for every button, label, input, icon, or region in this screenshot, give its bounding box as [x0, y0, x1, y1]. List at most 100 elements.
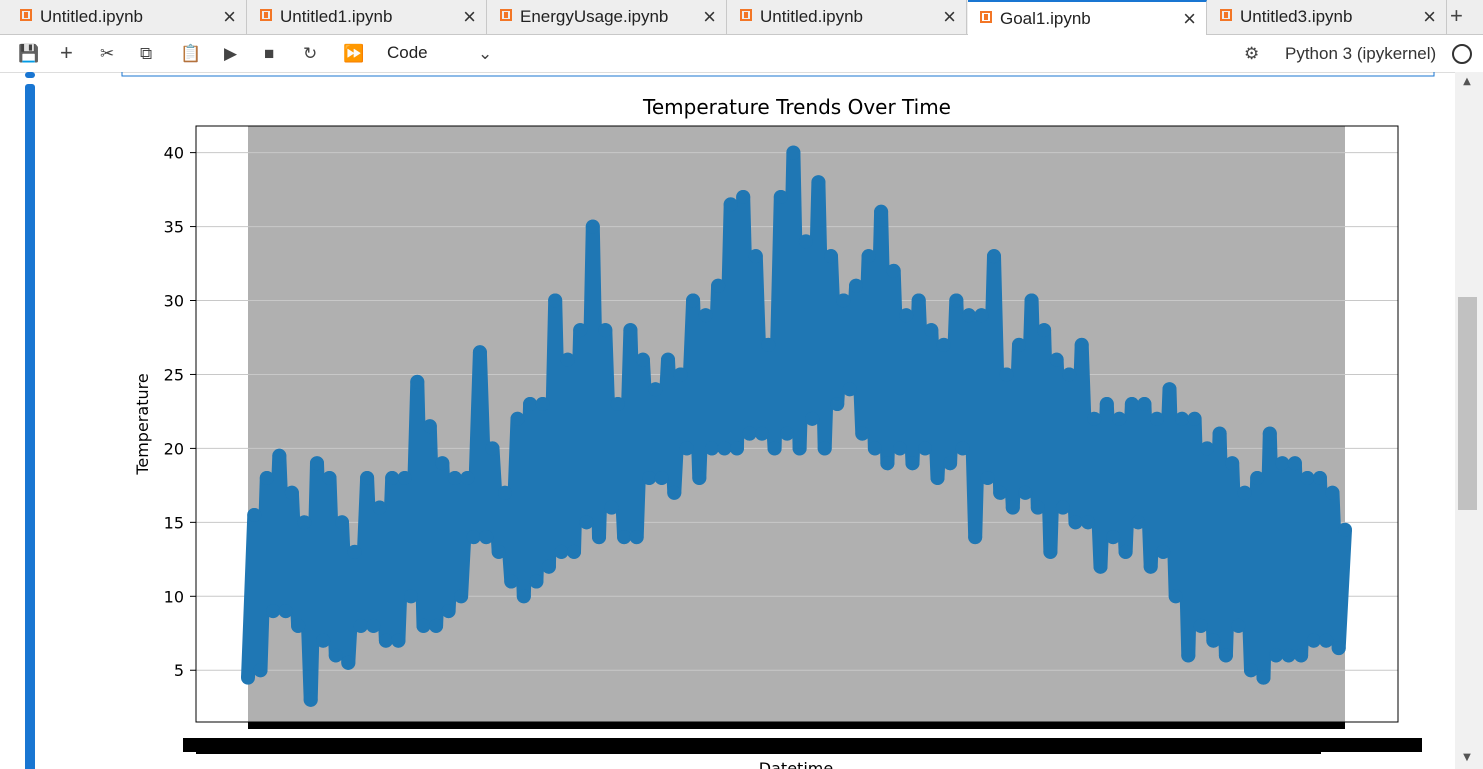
notebook-icon [20, 9, 32, 21]
data-point [1225, 456, 1240, 471]
close-tab[interactable]: × [1183, 6, 1196, 31]
data-point [849, 278, 864, 293]
scrollbar-thumb[interactable] [1458, 297, 1477, 510]
cut-button[interactable]: ✂ [100, 44, 115, 63]
data-point [755, 426, 770, 441]
data-point [1112, 411, 1127, 426]
data-point [736, 189, 751, 204]
data-point [1275, 456, 1290, 471]
data-point [341, 655, 356, 670]
data-point [1312, 470, 1327, 485]
data-point [291, 618, 306, 633]
data-point [529, 574, 544, 589]
close-tab[interactable]: × [223, 4, 236, 29]
copy-button[interactable]: ⧉ [140, 44, 153, 63]
data-point [297, 515, 312, 530]
data-point [1231, 618, 1246, 633]
data-point [861, 249, 876, 264]
data-point [1243, 663, 1258, 678]
data-point [1068, 515, 1083, 530]
insert-button[interactable]: + [60, 40, 73, 65]
close-tab[interactable]: × [703, 4, 716, 29]
data-point [604, 500, 619, 515]
data-point [911, 293, 926, 308]
paste-button[interactable]: 📋 [180, 44, 202, 63]
data-point [642, 470, 657, 485]
data-point [974, 308, 989, 323]
data-point [366, 618, 381, 633]
data-point [1093, 559, 1108, 574]
data-point [811, 175, 826, 190]
run-all-button[interactable]: ⏩ [343, 44, 365, 63]
data-point [717, 441, 732, 456]
data-point [460, 470, 475, 485]
data-point [598, 323, 613, 338]
cell-bar[interactable] [25, 72, 35, 78]
kernel-name[interactable]: Python 3 (ipykernel) [1285, 44, 1437, 63]
stop-button[interactable]: ■ [264, 44, 275, 63]
run-button[interactable]: ▶ [224, 44, 238, 63]
data-point [892, 441, 907, 456]
y-tick-label: 15 [164, 513, 184, 532]
data-point [1005, 500, 1020, 515]
data-point [1131, 515, 1146, 530]
data-point [441, 604, 456, 619]
data-point [1206, 633, 1221, 648]
data-point [278, 604, 293, 619]
data-point [259, 470, 274, 485]
data-point [1300, 470, 1315, 485]
data-point [704, 441, 719, 456]
close-tab[interactable]: × [1423, 4, 1436, 29]
data-point [943, 456, 958, 471]
data-point [686, 293, 701, 308]
data-point [773, 189, 788, 204]
data-point [830, 397, 845, 412]
data-point [993, 485, 1008, 500]
restart-button[interactable]: ↻ [303, 44, 318, 63]
data-point [1043, 544, 1058, 559]
cell-type-select[interactable]: Code [387, 43, 428, 62]
data-point [592, 530, 607, 545]
tab[interactable]: Untitled.ipynb × [8, 0, 247, 34]
data-point [1218, 648, 1233, 663]
data-point [617, 530, 632, 545]
data-point [986, 249, 1001, 264]
data-point [1037, 323, 1052, 338]
tab-label: Untitled.ipynb [40, 7, 144, 26]
data-point [472, 345, 487, 360]
new-tab[interactable]: + [1450, 3, 1463, 28]
data-point [679, 441, 694, 456]
cell-bar[interactable] [25, 84, 35, 769]
data-point [523, 397, 538, 412]
data-point [585, 219, 600, 234]
tab[interactable]: Untitled3.ipynb × [1208, 0, 1447, 34]
data-point [1175, 411, 1190, 426]
data-point [930, 470, 945, 485]
tab-label: Untitled.ipynb [760, 7, 864, 26]
x-tick-marks [248, 722, 1345, 729]
tab[interactable]: Untitled.ipynb × [728, 0, 967, 34]
notebook-icon [980, 11, 992, 23]
data-point [253, 663, 268, 678]
tab[interactable]: Untitled1.ipynb × [248, 0, 487, 34]
data-point [1012, 337, 1027, 352]
data-point [1062, 367, 1077, 382]
data-point [673, 367, 688, 382]
dropdown-arrow[interactable]: ⌄ [478, 44, 493, 63]
tab[interactable]: Goal1.ipynb × [968, 0, 1207, 35]
data-point [1118, 544, 1133, 559]
data-point [761, 337, 776, 352]
close-tab[interactable]: × [463, 4, 476, 29]
scroll-up[interactable]: ▲ [1463, 76, 1471, 87]
close-tab[interactable]: × [943, 4, 956, 29]
debugger-icon[interactable]: ⚙ [1244, 44, 1260, 63]
save-button[interactable]: 💾 [18, 44, 40, 63]
scroll-down[interactable]: ▼ [1463, 752, 1471, 763]
tab-label: Untitled3.ipynb [1240, 7, 1353, 26]
data-point [980, 470, 995, 485]
data-point [548, 293, 563, 308]
data-point [1306, 633, 1321, 648]
data-point [1200, 441, 1215, 456]
data-point [410, 374, 425, 389]
tab[interactable]: EnergyUsage.ipynb × [488, 0, 727, 34]
